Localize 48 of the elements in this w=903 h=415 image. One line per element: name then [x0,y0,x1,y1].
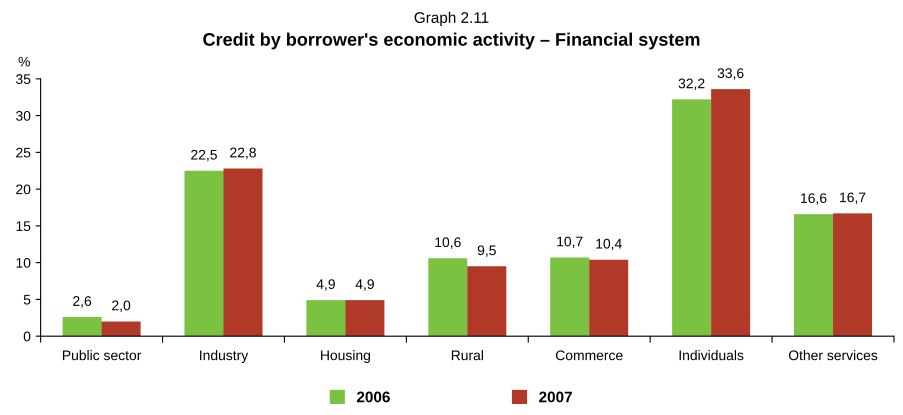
bar [184,170,224,336]
data-label: 2,6 [73,296,92,308]
bar [62,317,102,336]
bar [428,258,468,336]
bar [672,99,712,336]
data-label: 2,0 [112,300,130,312]
data-label: 4,9 [356,279,374,291]
data-label: 16,6 [801,193,826,205]
data-label: 10,6 [435,237,461,249]
data-label: 16,7 [840,192,866,204]
chart-subtitle: Graph 2.11 [414,12,488,26]
x-tick-label: Other services [788,350,878,360]
data-label: 22,8 [230,148,256,160]
bar [589,260,628,336]
data-label: 10,4 [596,238,622,250]
x-tick-label: Rural [452,350,483,360]
x-tick-label: Industry [200,350,248,363]
x-tick-label: Commerce [556,350,623,360]
y-tick-label: 20 [16,184,30,194]
y-tick-label: 5 [24,294,30,305]
y-tick-label: 30 [16,110,30,121]
data-label: 22,5 [191,150,217,162]
data-label: 33,6 [718,68,744,80]
y-tick-label: 15 [16,221,30,232]
bar [794,214,834,336]
y-axis-title: % [18,56,30,66]
y-tick-label: 25 [16,148,30,158]
y-tick-label: 35 [16,74,30,84]
bar [550,257,590,336]
bar [711,89,750,336]
data-label: 10,7 [557,236,583,248]
bar [833,213,872,336]
data-label: 4,9 [316,279,335,291]
y-tick-label: 10 [16,258,30,268]
x-tick-label: Individuals [680,350,744,360]
legend-label: 2007 [539,392,572,402]
y-tick-label: 0 [24,331,30,342]
chart-title: Credit by borrower's economic activity – Financial system [203,32,700,50]
data-label: 32,2 [678,78,704,90]
bar [223,168,262,336]
bar [102,321,141,336]
bar [345,300,384,336]
legend-label: 2006 [356,392,390,402]
x-tick-label: Public sector [62,350,142,360]
bar [306,300,346,336]
data-label: 9,5 [478,245,496,257]
bar [467,266,506,336]
x-tick-label: Housing [321,350,370,363]
